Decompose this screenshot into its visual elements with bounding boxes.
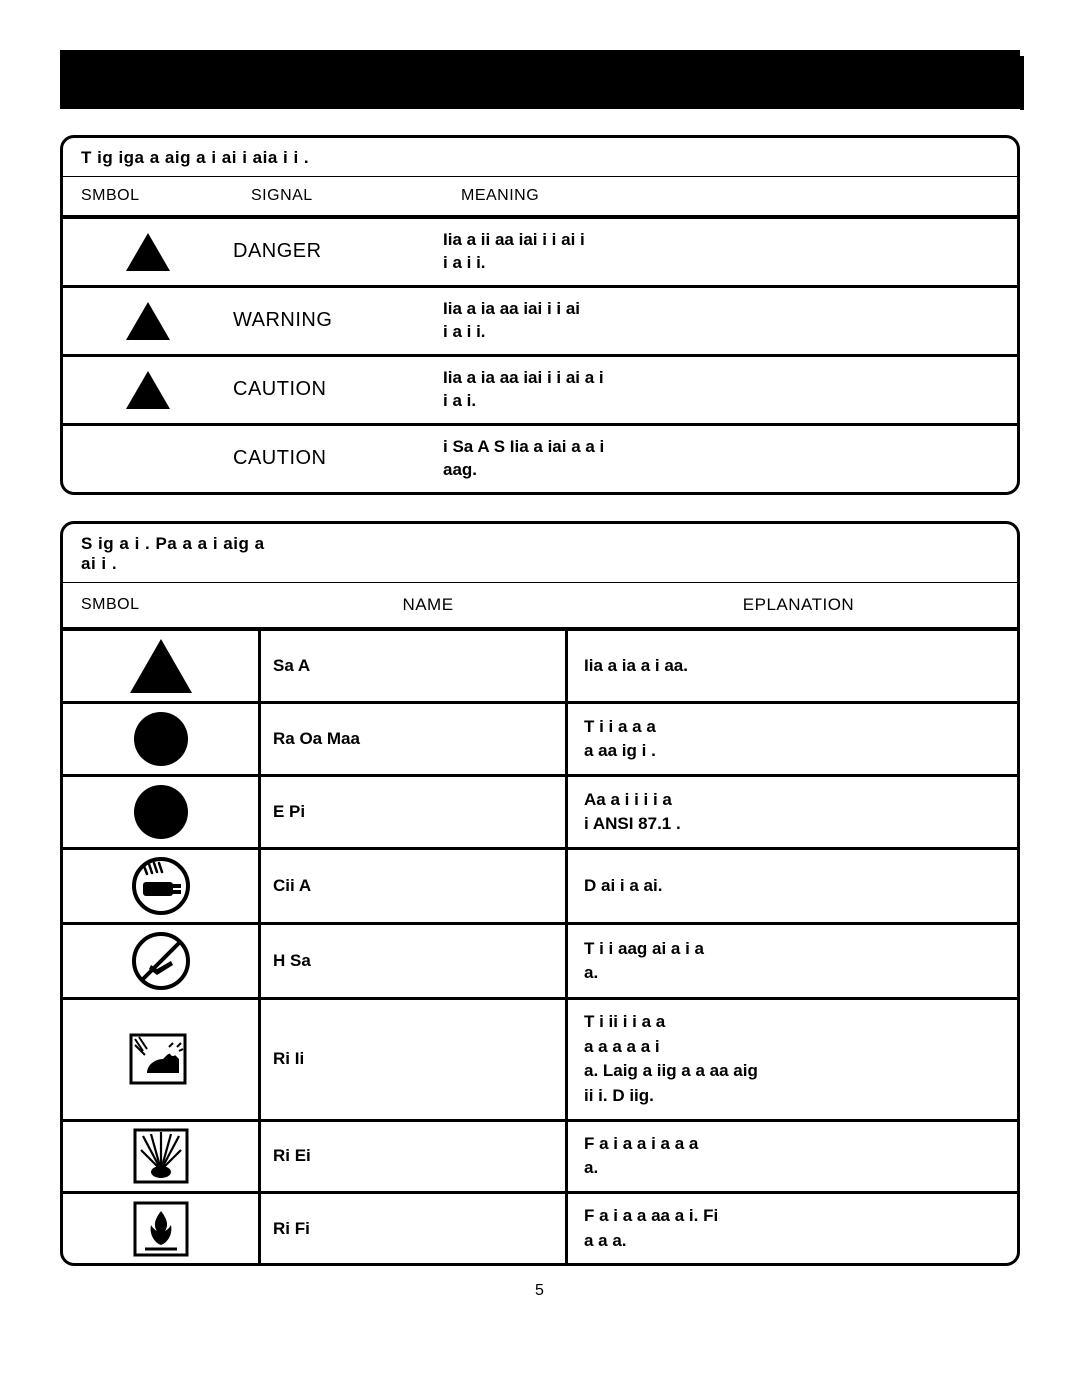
no-hands-icon — [131, 931, 191, 991]
symbol-cell — [63, 631, 261, 701]
name-cell: E Pi — [261, 777, 568, 847]
explanation-cell: T i ii i i a a a a a a a i a. Laig a iig… — [568, 1000, 1017, 1119]
table2-intro: S ig a i . Pa a a i aig a ai i . — [81, 534, 265, 573]
explanation-cell: F a i a a i a a a a. — [568, 1122, 1017, 1191]
table1-header-row: SMBOL SIGNAL MEANING — [63, 176, 1017, 216]
explosion-icon — [133, 1128, 189, 1184]
meaning-cell: i Sa A S Iia a iai a a i aag. — [443, 426, 1017, 492]
symbol-cell — [63, 288, 233, 354]
page-number: 5 — [60, 1282, 1020, 1300]
wet-conditions-icon — [131, 856, 191, 916]
table2-row: Ri Ei F a i a a i a a a a. — [63, 1119, 1017, 1191]
header-name: NAME — [276, 583, 580, 628]
glove-spark-icon — [129, 1029, 193, 1089]
symbol-cell — [63, 1000, 261, 1119]
table2-row: Ra Oa Maa T i i a a a a aa ig i . — [63, 701, 1017, 774]
symbol-cell — [63, 1122, 261, 1191]
signal-cell: CAUTION — [233, 426, 443, 492]
meaning-cell: Iia a ii aa iai i i ai i i a i i. — [443, 219, 1017, 285]
table2-row: Cii A D ai i a ai. — [63, 847, 1017, 922]
circle-icon — [132, 783, 190, 841]
symbol-explanation-table: S ig a i . Pa a a i aig a ai i . SMBOL N… — [60, 521, 1020, 1267]
symbol-cell — [63, 1194, 261, 1263]
triangle-icon — [124, 369, 172, 411]
explanation-cell: T i i a a a a aa ig i . — [568, 704, 1017, 774]
explanation-cell: Iia a ia a i aa. — [568, 631, 1017, 701]
header-meaning: MEANING — [461, 177, 1017, 215]
name-cell: Sa A — [261, 631, 568, 701]
name-cell: Ri Fi — [261, 1194, 568, 1263]
table2-row: Ri Ii T i ii i i a a a a a a a i a. Laig… — [63, 997, 1017, 1119]
header-explanation: EPLANATION — [580, 583, 1017, 628]
symbol-cell — [63, 925, 261, 997]
name-cell: Ri Ei — [261, 1122, 568, 1191]
signal-cell: DANGER — [233, 219, 443, 285]
signal-cell: WARNING — [233, 288, 443, 354]
explanation-cell: F a i a a aa a i. Fi a a a. — [568, 1194, 1017, 1263]
header-symbol: SMBOL — [63, 583, 276, 628]
symbol-cell — [63, 219, 233, 285]
symbol-cell — [63, 426, 233, 492]
signal-word-table: T ig iga a aig a i ai i aia i i . SMBOL … — [60, 135, 1020, 495]
name-cell: Ra Oa Maa — [261, 704, 568, 774]
symbol-cell — [63, 357, 233, 423]
explanation-cell: Aa a i i i i a i ANSI 87.1 . — [568, 777, 1017, 847]
explanation-cell: D ai i a ai. — [568, 850, 1017, 922]
triangle-icon — [124, 300, 172, 342]
triangle-icon — [124, 231, 172, 273]
signal-cell: CAUTION — [233, 357, 443, 423]
meaning-cell: Iia a ia aa iai i i ai a i i a i. — [443, 357, 1017, 423]
meaning-cell: Iia a ia aa iai i i ai i a i i. — [443, 288, 1017, 354]
table2-header-row: SMBOL NAME EPLANATION — [63, 582, 1017, 629]
triangle-icon — [128, 637, 194, 695]
name-cell: Ri Ii — [261, 1000, 568, 1119]
table2-row: E Pi Aa a i i i i a i ANSI 87.1 . — [63, 774, 1017, 847]
table2-row: Sa A Iia a ia a i aa. — [63, 628, 1017, 701]
symbol-cell — [63, 777, 261, 847]
header-signal: SIGNAL — [251, 177, 461, 215]
name-cell: H Sa — [261, 925, 568, 997]
symbol-cell — [63, 704, 261, 774]
table1-row: DANGER Iia a ii aa iai i i ai i i a i i. — [63, 216, 1017, 285]
table1-row: CAUTION Iia a ia aa iai i i ai a i i a i… — [63, 354, 1017, 423]
explanation-cell: T i i aag ai a i a a. — [568, 925, 1017, 997]
table1-intro: T ig iga a aig a i ai i aia i i . — [81, 148, 309, 167]
symbol-cell — [63, 850, 261, 922]
table2-row: H Sa T i i aag ai a i a a. — [63, 922, 1017, 997]
title-banner — [60, 50, 1020, 109]
fire-icon — [133, 1201, 189, 1257]
table1-row: CAUTION i Sa A S Iia a iai a a i aag. — [63, 423, 1017, 492]
circle-icon — [132, 710, 190, 768]
name-cell: Cii A — [261, 850, 568, 922]
table2-row: Ri Fi F a i a a aa a i. Fi a a a. — [63, 1191, 1017, 1263]
header-symbol: SMBOL — [63, 177, 251, 215]
table1-row: WARNING Iia a ia aa iai i i ai i a i i. — [63, 285, 1017, 354]
